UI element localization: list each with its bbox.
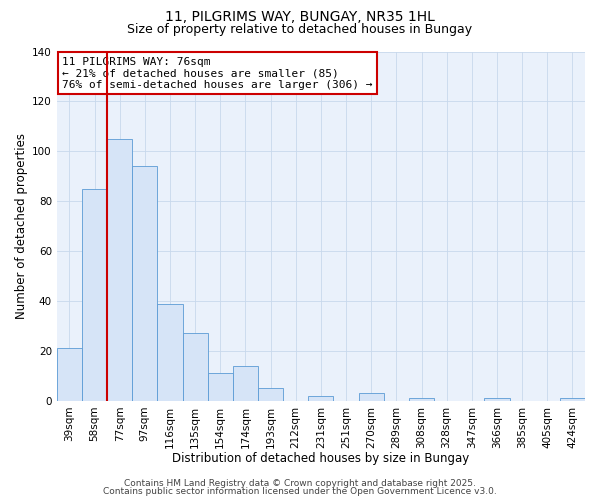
Bar — [258, 388, 283, 401]
Text: 11, PILGRIMS WAY, BUNGAY, NR35 1HL: 11, PILGRIMS WAY, BUNGAY, NR35 1HL — [165, 10, 435, 24]
Bar — [132, 166, 157, 401]
Bar — [57, 348, 82, 401]
Bar — [107, 139, 132, 401]
Bar — [182, 334, 208, 401]
Bar — [560, 398, 585, 401]
X-axis label: Distribution of detached houses by size in Bungay: Distribution of detached houses by size … — [172, 452, 470, 465]
Bar — [82, 188, 107, 401]
Text: Size of property relative to detached houses in Bungay: Size of property relative to detached ho… — [127, 22, 473, 36]
Text: Contains HM Land Registry data © Crown copyright and database right 2025.: Contains HM Land Registry data © Crown c… — [124, 478, 476, 488]
Bar — [233, 366, 258, 401]
Text: Contains public sector information licensed under the Open Government Licence v3: Contains public sector information licen… — [103, 487, 497, 496]
Bar — [157, 304, 182, 401]
Bar — [208, 374, 233, 401]
Bar — [308, 396, 334, 401]
Y-axis label: Number of detached properties: Number of detached properties — [15, 133, 28, 319]
Bar — [359, 394, 384, 401]
Bar — [409, 398, 434, 401]
Bar — [484, 398, 509, 401]
Text: 11 PILGRIMS WAY: 76sqm
← 21% of detached houses are smaller (85)
76% of semi-det: 11 PILGRIMS WAY: 76sqm ← 21% of detached… — [62, 56, 373, 90]
